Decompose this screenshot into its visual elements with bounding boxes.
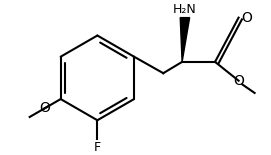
Text: F: F bbox=[94, 141, 101, 154]
Text: O: O bbox=[39, 102, 50, 115]
Text: O: O bbox=[233, 74, 244, 88]
Text: O: O bbox=[241, 11, 252, 25]
Text: H₂N: H₂N bbox=[173, 3, 197, 16]
Polygon shape bbox=[180, 18, 190, 62]
